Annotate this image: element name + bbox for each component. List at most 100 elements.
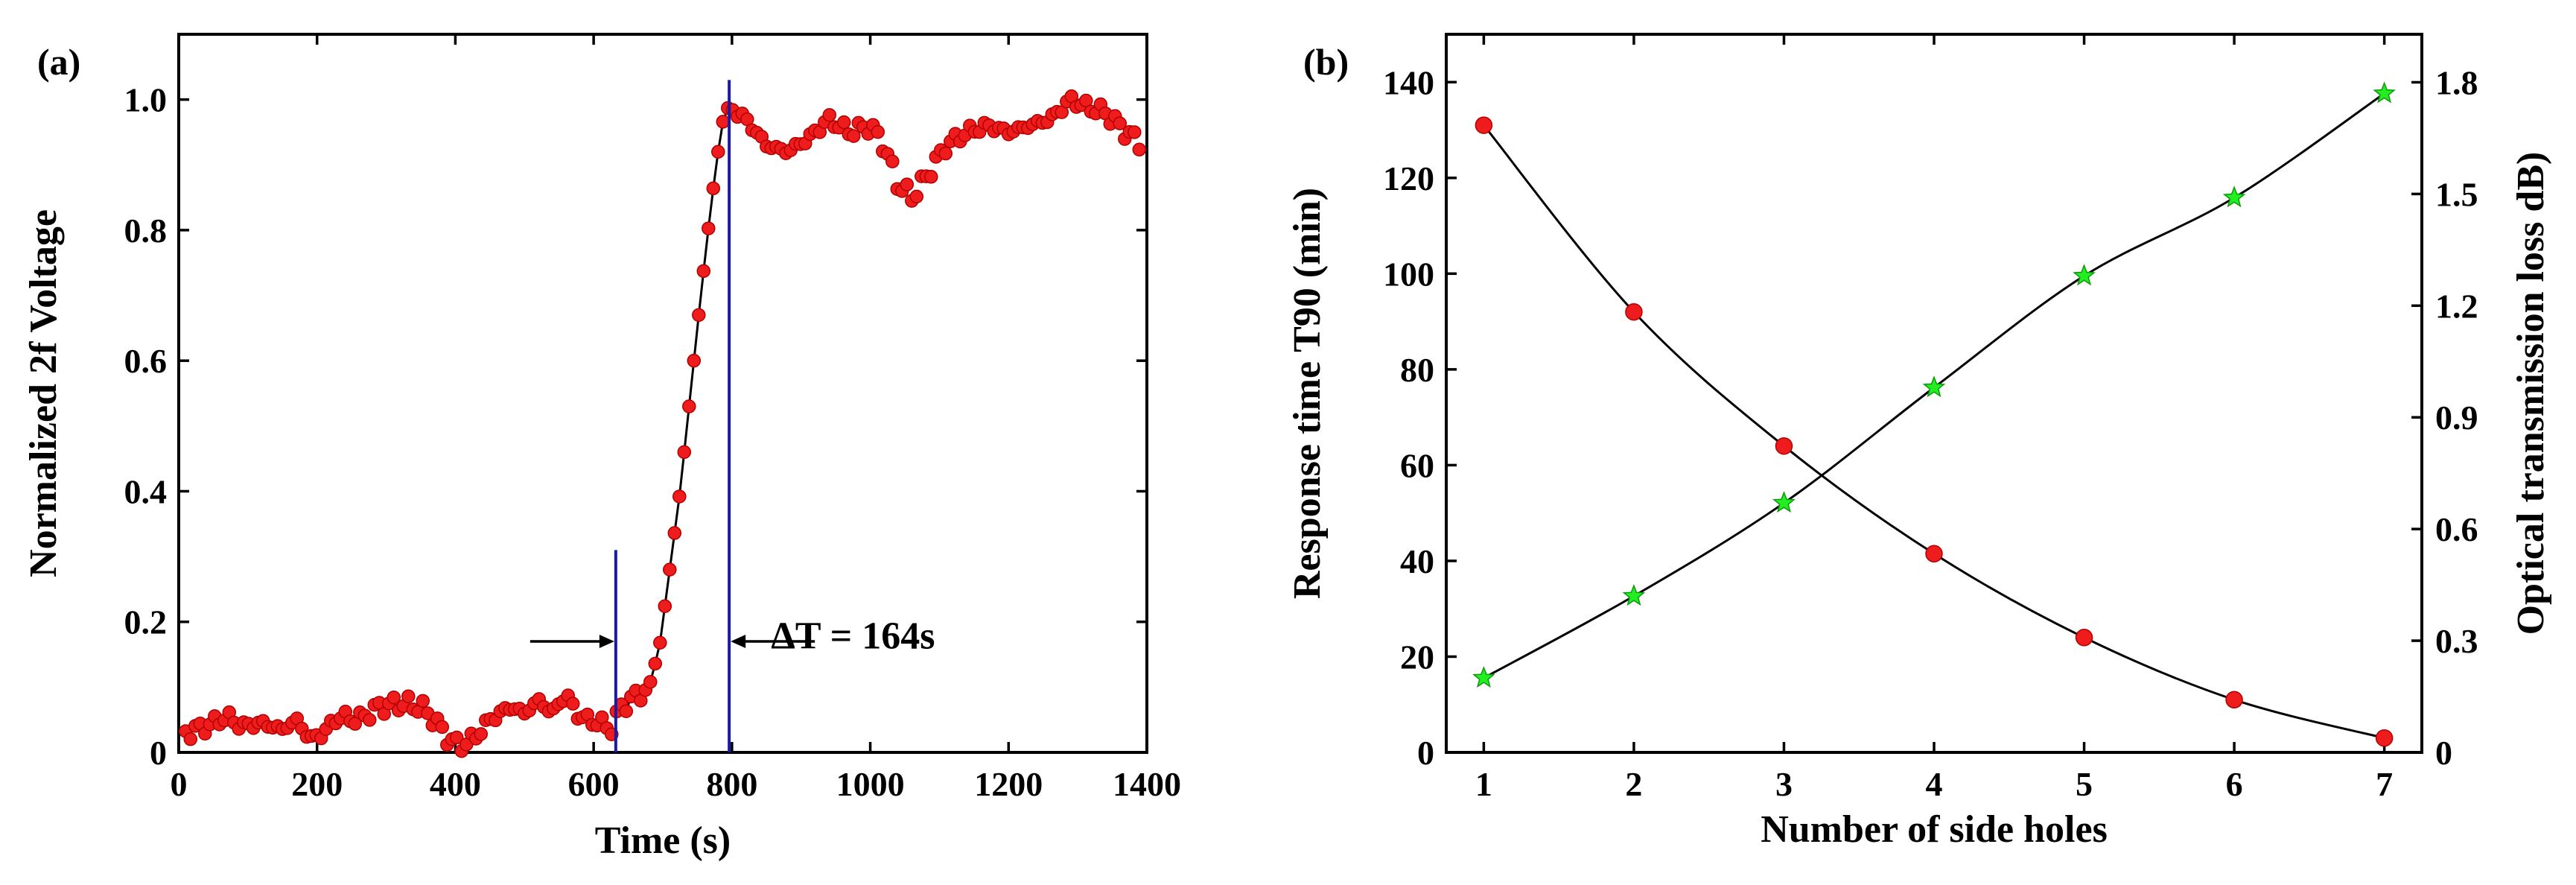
panel-a-data-point: [348, 717, 363, 731]
panel-b-x-tick-label: 7: [2376, 765, 2393, 803]
panel-a-data-point: [435, 720, 450, 735]
panel-b-optical-loss-point: [2073, 264, 2096, 286]
panel-b: (b) 1 2 3 4 5 6 7 0 20 40 60 80 100 120 140 0 0.3 0.6 0.…: [1286, 33, 2552, 851]
panel-b-left-y-tick-label: 20: [1400, 638, 1434, 676]
panel-a-data-point: [822, 108, 837, 122]
panel-a-data-point: [885, 154, 900, 168]
panel-a-x-tick-label: 800: [706, 765, 757, 803]
panel-b-left-y-tick-label: 60: [1400, 446, 1434, 484]
panel-b-x-tick-label: 3: [1775, 765, 1793, 803]
panel-a-data-point: [702, 221, 716, 235]
panel-a-data-point: [696, 264, 711, 279]
panel-b-x-tick-label: 4: [1926, 765, 1943, 803]
panel-a-rise-curve: [620, 107, 729, 714]
panel-a-data-point: [416, 694, 430, 708]
panel-b-response-time-point: [1775, 437, 1793, 455]
panel-a-data-point: [692, 308, 706, 323]
panel-b-plot-frame: [1445, 33, 2423, 754]
panel-a-data-point: [900, 177, 915, 191]
panel-a-data-point: [938, 146, 953, 161]
panel-a-data-point: [658, 599, 672, 613]
panel-b-left-y-ticks: 0 20 40 60 80 100 120 140: [1383, 63, 1457, 772]
panel-a-data-point: [474, 727, 489, 741]
panel-b-x-tick-label: 2: [1625, 765, 1642, 803]
panel-a-x-tick-label: 200: [291, 765, 343, 803]
panel-a-y-ticks: 0 0.2 0.4 0.6 0.8 1.0: [124, 81, 1147, 772]
panel-a-arrow-left-head: [599, 635, 614, 649]
panel-a-data-point: [363, 713, 377, 727]
panel-b-optical-loss-point: [2222, 185, 2246, 208]
panel-a-data-point: [847, 129, 861, 143]
panel-b-x-tick-label: 6: [2226, 765, 2243, 803]
panel-b-response-time-line: [1483, 124, 2385, 740]
panel-b-left-y-tick-label: 100: [1383, 255, 1434, 293]
panel-b-response-time-point: [1925, 545, 1943, 563]
panel-a-x-tick-label: 0: [171, 765, 188, 803]
panel-a-data-point: [706, 181, 721, 196]
panel-b-left-y-tick-label: 0: [1417, 734, 1434, 772]
panel-b-right-y-ticks: 0 0.3 0.6 0.9 1.2 1.5 1.8: [2411, 63, 2478, 772]
panel-a-data-point: [672, 489, 687, 504]
panel-a-data-point: [648, 656, 663, 671]
panel-b-right-y-tick-label: 0: [2435, 734, 2452, 772]
panel-b-connecting-lines: [1483, 92, 2385, 740]
panel-a-y-tick-label: 0.8: [124, 212, 168, 250]
panel-b-optical-loss-point: [1472, 666, 1495, 688]
panel-b-response-time-point: [1475, 116, 1493, 134]
panel-a-x-ticks: 0 200 400 600 800 1000 1200 1400: [171, 34, 1181, 803]
panel-a-data-points: [179, 89, 1147, 758]
panel-b-optical-loss-point: [1622, 583, 1646, 606]
panel-a-data-point: [667, 526, 682, 540]
panel-b-response-time-point: [1625, 302, 1643, 321]
panel-b-right-y-tick-label: 1.2: [2435, 287, 2478, 325]
panel-a-data-point: [1132, 142, 1147, 157]
panel-a-data-point: [909, 189, 924, 204]
panel-b-response-time-point: [2225, 691, 2243, 709]
panel-a-data-point: [677, 445, 692, 460]
panel-a-data-point: [871, 124, 885, 139]
panel-a-data-point: [653, 635, 667, 650]
panel-a-x-axis-title: Time (s): [595, 819, 731, 862]
panel-a-data-point: [711, 145, 725, 159]
panel-a-plot-frame: [177, 33, 1148, 754]
panel-b-response-time-point: [2375, 729, 2394, 747]
panel-a-data-point: [663, 562, 677, 577]
panel-b-left-y-tick-label: 120: [1383, 159, 1434, 197]
panel-a-curve: [620, 107, 729, 714]
panel-a-data-point: [387, 690, 401, 705]
panel-b-label: (b): [1303, 41, 1349, 83]
panel-a-data-point: [450, 730, 464, 745]
panel-a-data-point: [716, 115, 731, 129]
panel-a-data-point: [1113, 116, 1128, 130]
panel-b-right-y-tick-label: 1.8: [2435, 63, 2478, 101]
panel-a-x-tick-label: 600: [568, 765, 620, 803]
panel-b-optical-loss-point: [1772, 491, 1796, 513]
panel-a-y-tick-label: 0.2: [124, 603, 168, 641]
panel-b-x-axis-title: Number of side holes: [1761, 808, 2108, 851]
panel-a-data-point: [643, 675, 658, 689]
panel-a-y-tick-label: 0.4: [124, 472, 168, 510]
panel-a-x-tick-label: 1200: [974, 765, 1043, 803]
panel-b-x-tick-label: 1: [1475, 765, 1492, 803]
panel-b-right-y-tick-label: 1.5: [2435, 175, 2478, 213]
panel-b-x-tick-label: 5: [2076, 765, 2093, 803]
panel-b-right-y-tick-label: 0.9: [2435, 399, 2478, 437]
panel-a-data-point: [924, 170, 938, 184]
panel-a-x-tick-label: 400: [430, 765, 481, 803]
panel-b-x-ticks: 1 2 3 4 5 6 7: [1475, 34, 2393, 803]
panel-a-data-point: [682, 399, 696, 413]
panel-b-right-y-tick-label: 0.3: [2435, 622, 2478, 660]
panel-b-left-y-tick-label: 80: [1400, 351, 1434, 389]
panel-a-delta-t-annotation: ΔT = 164s: [771, 615, 935, 657]
panel-a-data-point: [619, 704, 634, 718]
panel-a-x-tick-label: 1000: [836, 765, 905, 803]
panel-b-optical-loss-point: [1922, 375, 1946, 398]
panel-a-arrows: [529, 635, 815, 649]
panel-a-data-point: [401, 689, 416, 703]
panel-b-left-y-tick-label: 40: [1400, 542, 1434, 580]
panel-a-arrow-right-head: [731, 635, 746, 649]
panel-a-data-point: [566, 697, 580, 711]
panel-a-y-axis-title: Normalized 2f Voltage: [22, 209, 65, 577]
panel-a-x-tick-label: 1400: [1113, 765, 1181, 803]
